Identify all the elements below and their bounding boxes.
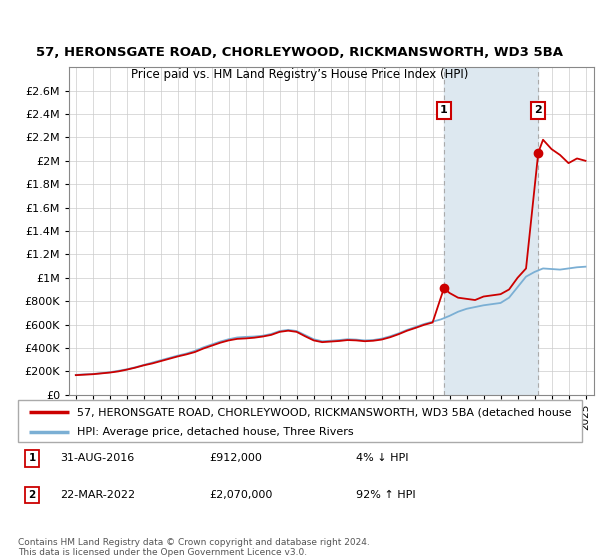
Text: 1: 1 — [440, 105, 448, 115]
Text: 1: 1 — [28, 454, 36, 464]
Text: £912,000: £912,000 — [210, 454, 263, 464]
Text: 92% ↑ HPI: 92% ↑ HPI — [356, 490, 416, 500]
Text: 22-MAR-2022: 22-MAR-2022 — [60, 490, 136, 500]
FancyBboxPatch shape — [18, 400, 582, 442]
Text: 4% ↓ HPI: 4% ↓ HPI — [356, 454, 409, 464]
Text: 57, HERONSGATE ROAD, CHORLEYWOOD, RICKMANSWORTH, WD3 5BA (detached house: 57, HERONSGATE ROAD, CHORLEYWOOD, RICKMA… — [77, 407, 572, 417]
Text: 31-AUG-2016: 31-AUG-2016 — [60, 454, 134, 464]
Text: Contains HM Land Registry data © Crown copyright and database right 2024.
This d: Contains HM Land Registry data © Crown c… — [18, 538, 370, 557]
Text: 2: 2 — [535, 105, 542, 115]
Text: Price paid vs. HM Land Registry’s House Price Index (HPI): Price paid vs. HM Land Registry’s House … — [131, 68, 469, 81]
Text: 57, HERONSGATE ROAD, CHORLEYWOOD, RICKMANSWORTH, WD3 5BA: 57, HERONSGATE ROAD, CHORLEYWOOD, RICKMA… — [37, 46, 563, 59]
Text: 2: 2 — [28, 490, 36, 500]
Text: £2,070,000: £2,070,000 — [210, 490, 273, 500]
Text: HPI: Average price, detached house, Three Rivers: HPI: Average price, detached house, Thre… — [77, 427, 354, 437]
Bar — [444, 67, 538, 395]
